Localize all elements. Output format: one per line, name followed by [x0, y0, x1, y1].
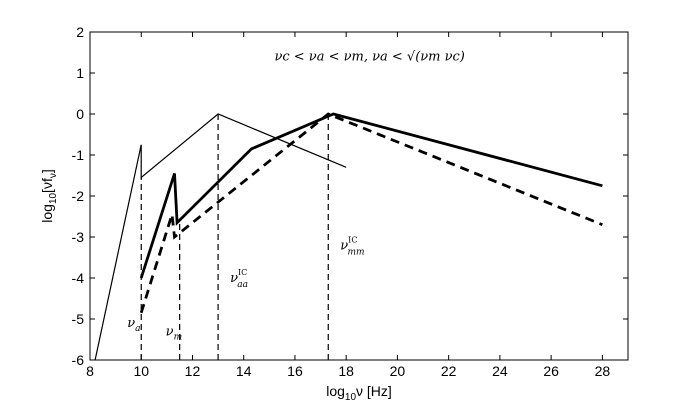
x-tick-label: 28	[595, 363, 611, 379]
x-tick-label: 10	[133, 363, 149, 379]
x-tick-label: 22	[441, 363, 457, 379]
y-tick-label: -6	[72, 352, 85, 368]
x-tick-label: 18	[338, 363, 354, 379]
x-tick-label: 24	[492, 363, 508, 379]
x-tick-label: 26	[543, 363, 559, 379]
y-tick-label: 0	[76, 106, 84, 122]
y-tick-label: -3	[72, 229, 85, 245]
series-thin-solid	[94, 113, 347, 361]
y-tick-label: 2	[76, 24, 84, 40]
y-tick-label: -1	[72, 147, 85, 163]
y-tick-label: -4	[72, 270, 85, 286]
x-tick-label: 8	[86, 363, 94, 379]
y-tick-label: -2	[72, 188, 85, 204]
series-thick-dashed	[139, 112, 603, 314]
x-tick-label: 14	[236, 363, 252, 379]
x-tick-label: 12	[185, 363, 201, 379]
y-tick-label: 1	[76, 65, 84, 81]
x-tick-label: 16	[287, 363, 303, 379]
frequency-marker-label: νIC mm	[340, 235, 364, 257]
frequency-marker-label: νa	[127, 316, 140, 334]
plot-frame	[89, 31, 629, 361]
frequency-marker-label: νm	[166, 324, 182, 342]
x-axis-label: log10ν [Hz]	[326, 383, 392, 403]
series-thick-solid	[139, 112, 603, 279]
regime-label: νc < νa < νm, νa < √(νm νc)	[274, 50, 464, 65]
y-tick-label: -5	[72, 311, 85, 327]
y-axis-label: log10[νfν]	[39, 169, 59, 222]
x-tick-label: 20	[390, 363, 406, 379]
frequency-marker-label: νIC aa	[230, 268, 248, 290]
